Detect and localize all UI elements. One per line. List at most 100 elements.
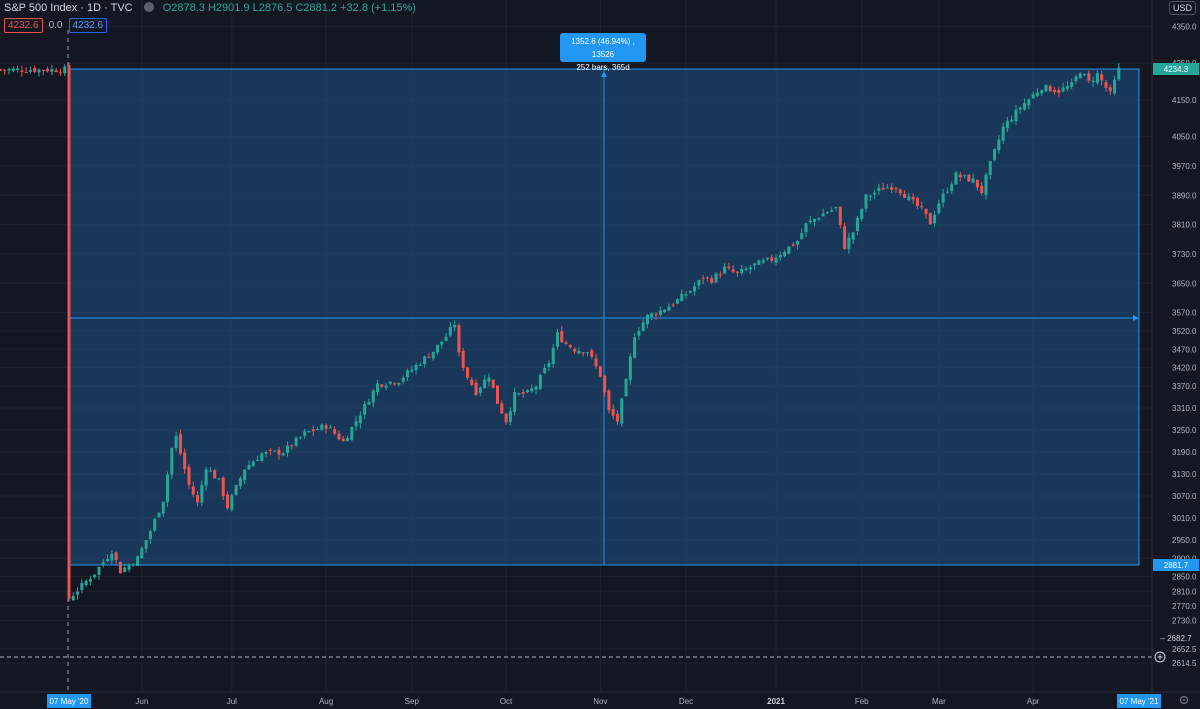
candle-body <box>277 449 281 455</box>
candle-body <box>144 540 148 549</box>
currency-button[interactable]: USD <box>1168 1 1196 15</box>
candles <box>0 62 1121 602</box>
candle-body <box>363 403 367 415</box>
measure-tooltip: 1352.6 (46.94%) , 13526 252 bars, 365d <box>560 33 646 72</box>
candle-body <box>950 184 954 192</box>
candle-body <box>701 278 705 280</box>
price-tick-label: 4350.0 <box>1172 23 1197 32</box>
candle-body <box>174 436 178 449</box>
candle-body <box>191 486 195 495</box>
candle-body <box>393 383 397 385</box>
candle-body <box>667 306 671 311</box>
candle-body <box>1070 82 1074 87</box>
candle-body <box>1010 119 1014 122</box>
settings-icon[interactable] <box>1179 695 1189 705</box>
time-tick-label: Apr <box>1027 697 1040 706</box>
candle-body <box>1091 80 1095 82</box>
price-tick-label: 2950.0 <box>1172 536 1197 545</box>
symbol-title[interactable]: S&P 500 Index · 1D · TVC <box>4 2 133 14</box>
candle-body <box>106 558 110 561</box>
candle-body <box>170 448 174 475</box>
candle-body <box>24 72 28 74</box>
candle-body <box>855 217 859 231</box>
candle-body <box>697 280 701 286</box>
candle-body <box>645 314 649 325</box>
price-tick-label: 3010.0 <box>1172 514 1197 523</box>
candle-body <box>406 370 410 378</box>
start-date-label: 07 May '20 <box>50 697 89 706</box>
price-tick-label: 2900.0 <box>1172 554 1197 563</box>
candle-body <box>358 415 362 424</box>
candle-body <box>54 70 58 73</box>
horizontal-line-price-label: – 2682.7 <box>1160 634 1192 643</box>
candle-body <box>264 451 268 454</box>
measure-low-price-label-bg <box>1153 559 1199 571</box>
candle-body <box>975 179 979 188</box>
candle-body <box>1044 84 1048 92</box>
candle-body <box>847 237 851 250</box>
candle-body <box>538 375 542 389</box>
candle-body <box>830 210 834 212</box>
measure-tooltip-line1: 1352.6 (46.94%) , 13526 <box>571 37 635 59</box>
candle-body <box>58 72 62 74</box>
price-tick-label: 3470.0 <box>1172 345 1197 354</box>
start-date-label-bg <box>47 694 91 708</box>
candle-body <box>33 68 37 72</box>
candle-body <box>350 426 354 440</box>
candle-body <box>1057 89 1061 93</box>
candle-body <box>7 69 11 71</box>
candle-body <box>868 195 872 197</box>
last-price-label-bg <box>1153 63 1199 75</box>
candle-body <box>148 531 152 540</box>
candle-body <box>260 453 264 461</box>
candle-body <box>440 341 444 345</box>
candle-body <box>46 68 50 72</box>
candle-body <box>487 377 491 382</box>
candle-body <box>0 69 2 71</box>
candle-body <box>838 206 842 226</box>
candle-body <box>298 436 302 438</box>
candle-body <box>1018 107 1022 110</box>
axis-labels: 4234.3 2881.7 – 2682.7 07 May '20 07 May '21 <box>47 63 1199 708</box>
time-tick-label: Nov <box>593 697 607 706</box>
candle-body <box>80 582 84 591</box>
candle-body <box>127 564 131 570</box>
price-tick-label: 3370.0 <box>1172 382 1197 391</box>
candle-body <box>920 206 924 208</box>
candle-body <box>161 501 165 514</box>
candle-body <box>547 363 551 367</box>
price-tick-label: 2652.5 <box>1172 645 1197 654</box>
candle-body <box>671 304 675 306</box>
candle-body <box>483 379 487 389</box>
candle-body <box>663 309 667 313</box>
candle-body <box>410 369 414 372</box>
measure-low-price-label: 2881.7 <box>1164 561 1189 570</box>
price-tick-label: 4150.0 <box>1172 96 1197 105</box>
price-tick-label: 3190.0 <box>1172 448 1197 457</box>
candle-body <box>628 356 632 381</box>
visibility-icon[interactable] <box>143 2 154 12</box>
time-axis-bg <box>0 692 1152 709</box>
candle-body <box>594 358 598 367</box>
candle-body <box>418 364 422 366</box>
candle-body <box>101 562 105 566</box>
add-alert-icon[interactable] <box>1154 651 1166 663</box>
candle-body <box>1027 99 1031 106</box>
candle-body <box>568 345 572 348</box>
candle-body <box>624 379 628 397</box>
price-tick-label: 3420.0 <box>1172 364 1197 373</box>
candle-body <box>963 175 967 177</box>
candle-body <box>213 470 217 479</box>
candle-body <box>337 433 341 440</box>
candle-body <box>496 385 499 404</box>
indicator-value-1: 4232.6 <box>4 18 43 33</box>
candle-body <box>243 469 247 481</box>
candle-body <box>881 187 885 190</box>
candle-body <box>877 187 881 191</box>
candle-body <box>71 595 75 601</box>
candle-body <box>997 139 1001 151</box>
candle-body <box>328 427 332 429</box>
candle-body <box>735 271 739 273</box>
candle-body <box>37 69 41 73</box>
